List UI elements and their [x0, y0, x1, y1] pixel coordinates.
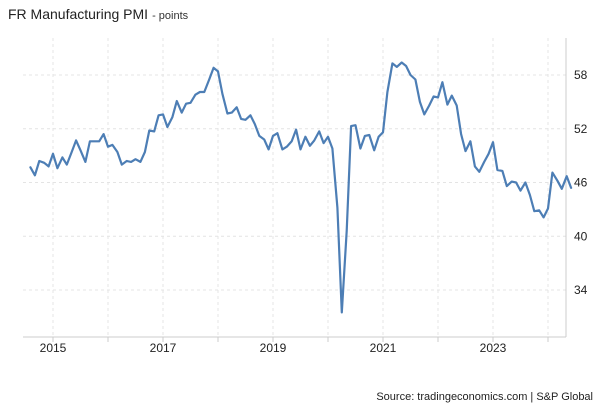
y-tick-label: 34	[574, 283, 588, 297]
chart-unit-label: - points	[152, 10, 189, 22]
x-tick-label: 2019	[260, 341, 287, 355]
tick-label-layer: 58 52 46 40 34 2015 2017 2019 2021 2023	[40, 68, 588, 355]
x-tick-label: 2023	[480, 341, 507, 355]
y-tick-label: 52	[574, 122, 588, 136]
y-tick-label: 40	[574, 229, 588, 243]
grid-layer	[23, 38, 566, 337]
source-note: Source: tradingeconomics.com | S&P Globa…	[376, 391, 593, 403]
x-tick-label: 2017	[150, 341, 177, 355]
y-tick-label: 46	[574, 176, 588, 190]
chart-title-text: FR Manufacturing PMI	[8, 6, 149, 22]
axis-layer	[23, 38, 567, 342]
x-tick-label: 2015	[40, 341, 67, 355]
y-tick-label: 58	[574, 68, 588, 82]
series-line	[29, 61, 573, 314]
chart-title: FR Manufacturing PMI - points	[8, 6, 188, 22]
x-tick-label: 2021	[370, 341, 397, 355]
series-layer	[29, 61, 573, 314]
